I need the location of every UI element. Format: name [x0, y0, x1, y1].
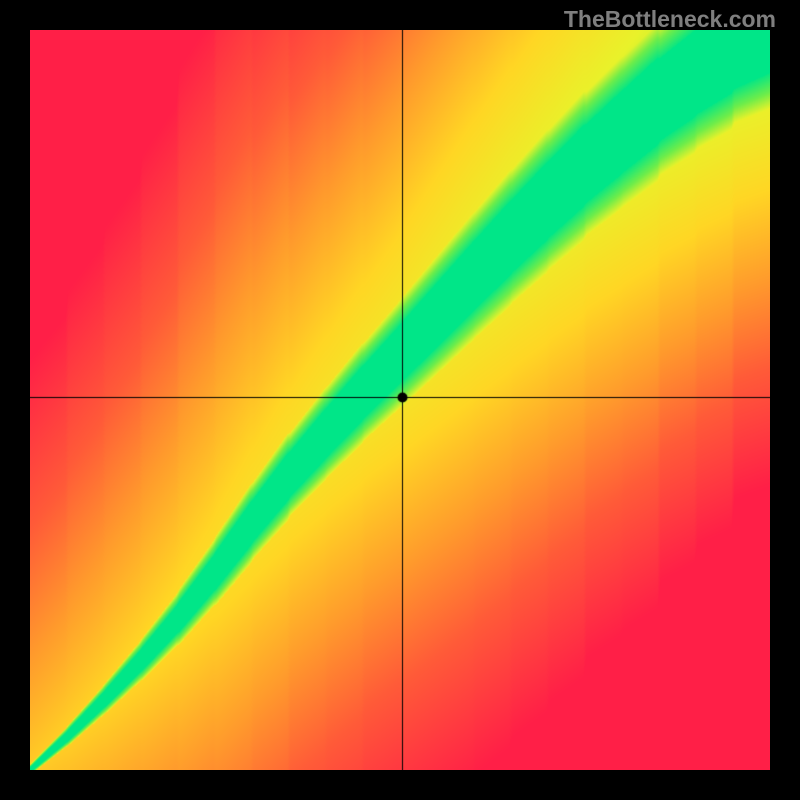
watermark-text: TheBottleneck.com: [564, 6, 776, 33]
bottleneck-heatmap: [30, 30, 770, 770]
chart-container: TheBottleneck.com: [0, 0, 800, 800]
